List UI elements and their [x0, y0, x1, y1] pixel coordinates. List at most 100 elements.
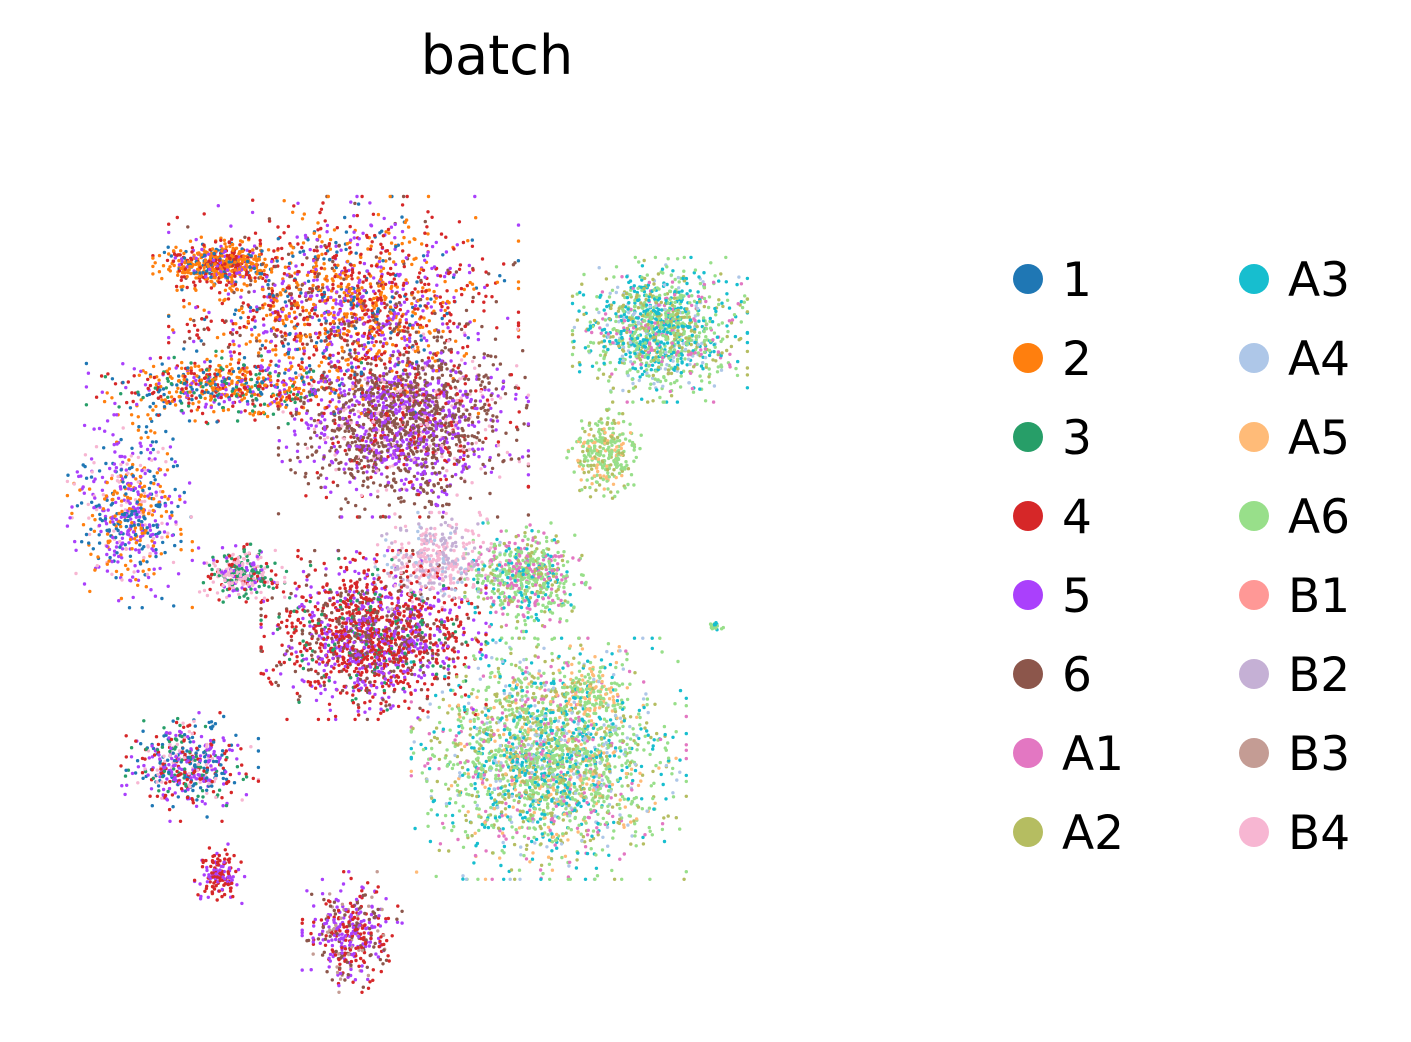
data-point [361, 280, 365, 284]
data-point [308, 620, 312, 624]
data-point [354, 897, 359, 902]
data-point [356, 709, 360, 713]
data-point [509, 662, 514, 667]
data-point [414, 330, 419, 334]
data-point [350, 440, 354, 445]
data-point [160, 521, 164, 525]
data-point [666, 814, 670, 818]
data-point [319, 266, 324, 270]
data-point [260, 358, 264, 362]
data-point [511, 805, 515, 809]
data-point [538, 817, 543, 821]
data-point [465, 612, 469, 617]
data-point [464, 640, 468, 644]
data-point [160, 780, 164, 784]
data-point [506, 789, 510, 793]
data-point [651, 399, 655, 403]
data-point [323, 943, 328, 947]
data-point [337, 990, 341, 994]
data-point [424, 304, 428, 308]
data-point [503, 784, 507, 788]
data-point [209, 319, 213, 323]
data-point [293, 417, 297, 421]
data-point [343, 471, 347, 475]
data-point [709, 261, 713, 265]
data-point [296, 554, 300, 559]
data-point [436, 447, 440, 452]
data-point [385, 548, 390, 553]
data-point [185, 322, 189, 327]
data-point [516, 280, 521, 284]
data-point [238, 243, 242, 247]
data-point [337, 572, 341, 576]
data-point [371, 978, 375, 982]
data-point [610, 782, 615, 787]
data-point [89, 475, 94, 479]
data-point [530, 529, 534, 533]
data-point [259, 622, 263, 626]
data-point [564, 807, 568, 811]
data-point [260, 249, 264, 253]
data-point [565, 759, 569, 763]
data-point [393, 540, 397, 544]
data-point [484, 849, 488, 853]
data-point [560, 558, 565, 563]
data-point [137, 484, 142, 489]
data-point [450, 587, 454, 591]
data-point [324, 567, 328, 571]
data-point [176, 572, 181, 576]
data-point [536, 529, 541, 534]
data-point [569, 806, 573, 810]
data-point [350, 403, 355, 407]
data-point [167, 367, 172, 371]
data-point [178, 497, 182, 502]
data-point [427, 766, 432, 771]
data-point [236, 361, 241, 365]
data-point [165, 468, 170, 472]
data-point [405, 343, 409, 348]
data-point [381, 401, 386, 405]
data-point [629, 767, 634, 771]
data-point [257, 584, 261, 589]
data-point [545, 745, 549, 750]
data-point [548, 877, 552, 881]
data-point [457, 438, 461, 442]
data-point [429, 510, 434, 515]
data-point [352, 263, 356, 268]
data-point [526, 616, 530, 620]
data-point [684, 870, 688, 874]
data-point [441, 329, 445, 334]
data-point [470, 637, 474, 642]
data-point [525, 690, 529, 694]
data-point [377, 618, 381, 622]
data-point [460, 642, 464, 646]
data-point [447, 849, 451, 853]
data-point [469, 389, 473, 393]
data-point [165, 452, 170, 456]
data-point [186, 735, 190, 739]
data-point [441, 697, 445, 702]
data-point [180, 366, 184, 370]
data-point [129, 517, 133, 521]
data-point [678, 827, 682, 831]
data-point [232, 853, 236, 858]
data-point [105, 480, 109, 485]
data-point [409, 390, 413, 395]
data-point [608, 360, 612, 365]
data-point [222, 238, 227, 242]
data-point [526, 610, 530, 615]
data-point [412, 613, 416, 617]
data-point [545, 539, 549, 544]
data-point [330, 978, 334, 982]
data-point [195, 408, 199, 412]
data-point [224, 758, 228, 762]
data-point [350, 369, 354, 373]
data-point [322, 257, 326, 261]
data-point [332, 228, 337, 232]
data-point [620, 275, 624, 279]
data-point [377, 322, 381, 326]
data-point [309, 339, 314, 343]
data-point [589, 750, 593, 754]
data-point [526, 449, 531, 453]
data-point [82, 423, 87, 428]
